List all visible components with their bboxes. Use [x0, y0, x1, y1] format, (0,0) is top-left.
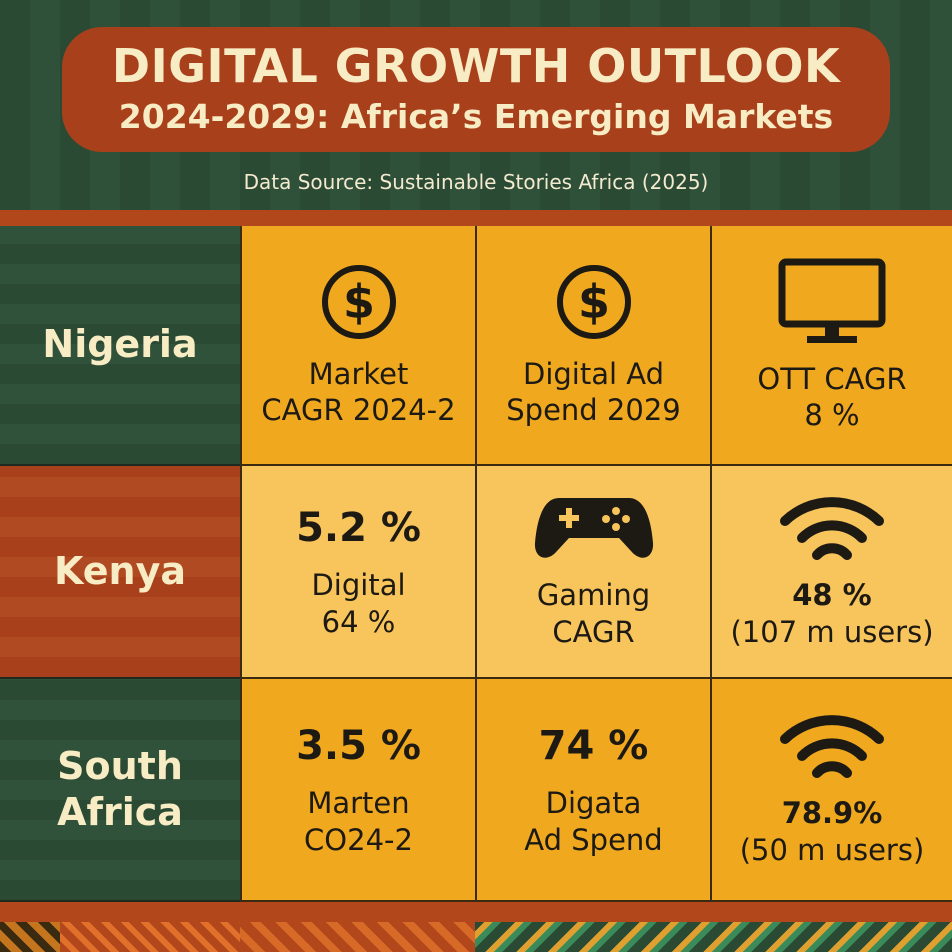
cell-text: Gaming	[536, 578, 651, 613]
cell: 3.5 % Marten CO24-2	[240, 679, 475, 902]
row-label-south-africa: South Africa	[0, 679, 240, 902]
cell-text: Digata	[545, 786, 642, 821]
cell: Gaming CAGR	[475, 466, 710, 679]
cell: 74 % Digata Ad Spend	[475, 679, 710, 902]
cell: 5.2 % Digital 64 %	[240, 466, 475, 679]
svg-text:$: $	[342, 275, 374, 329]
cell-text: Digital Ad	[522, 356, 664, 391]
data-source: Data Source: Sustainable Stories Africa …	[243, 170, 709, 194]
cell-text: CO24-2	[304, 822, 413, 857]
cell-text: 64 %	[321, 604, 396, 639]
cell-text: Marten	[307, 786, 410, 821]
cell-text: CAGR	[552, 614, 635, 649]
cell-text: CAGR 2024-2	[261, 393, 456, 427]
header: DIGITAL GROWTH OUTLOOK 2024-2029: Africa…	[0, 0, 952, 210]
cell-value: 74 %	[538, 723, 649, 770]
svg-text:$: $	[577, 275, 609, 329]
dollar-icon: $	[321, 264, 396, 339]
row-label-kenya: Kenya	[0, 466, 240, 679]
title-banner: DIGITAL GROWTH OUTLOOK 2024-2029: Africa…	[62, 27, 890, 152]
cell-text: (107 m users)	[730, 614, 934, 649]
cell-text: (50 m users)	[739, 832, 925, 867]
cell: $ Digital Ad Spend 2029	[475, 226, 710, 466]
pattern-strip	[240, 922, 475, 952]
cell-text: Spend 2029	[506, 393, 681, 427]
cell-text: Digital	[311, 568, 406, 603]
gamepad-icon	[534, 498, 653, 558]
data-grid: Nigeria $ Market CAGR 2024-2 $ Digital A…	[0, 226, 952, 902]
cell-text: 8 %	[804, 398, 860, 432]
title: DIGITAL GROWTH OUTLOOK	[111, 39, 841, 93]
cell-text: Ad Spend	[524, 822, 663, 857]
pattern-strip	[0, 922, 60, 952]
cell-text: 48 %	[792, 578, 872, 613]
wifi-icon	[780, 497, 884, 561]
cell: OTT CAGR 8 %	[710, 226, 952, 466]
cell-text: Market	[308, 356, 409, 391]
row-label-nigeria: Nigeria	[0, 226, 240, 466]
cell: 78.9% (50 m users)	[710, 679, 952, 902]
cell-value: 5.2 %	[296, 505, 421, 552]
monitor-icon	[778, 258, 886, 343]
cell-text: 78.9%	[781, 796, 883, 831]
cell-text: OTT CAGR	[757, 361, 907, 396]
pattern-strip	[475, 922, 952, 952]
cell: $ Market CAGR 2024-2	[240, 226, 475, 466]
dollar-icon: $	[556, 264, 631, 339]
pattern-strip	[60, 922, 240, 952]
cell-value: 3.5 %	[296, 723, 421, 770]
subtitle: 2024-2029: Africa’s Emerging Markets	[118, 97, 834, 136]
pattern-footer	[0, 902, 952, 952]
divider-stripe	[0, 210, 952, 226]
wifi-icon	[780, 715, 884, 779]
cell: 48 % (107 m users)	[710, 466, 952, 679]
